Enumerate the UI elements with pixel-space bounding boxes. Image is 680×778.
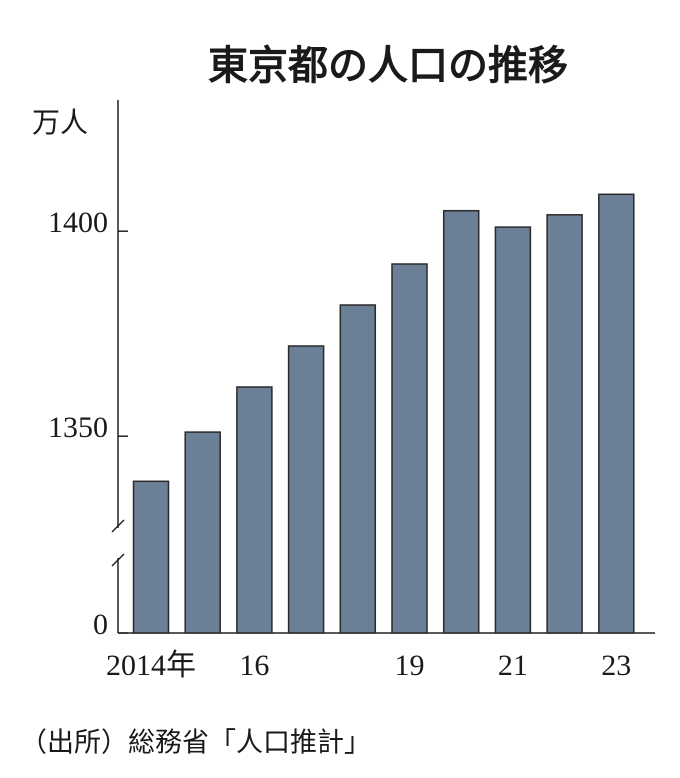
bar xyxy=(494,226,532,634)
bar xyxy=(546,214,583,634)
bar xyxy=(184,431,221,634)
axis-break xyxy=(111,519,125,533)
bar xyxy=(442,209,480,634)
x-tick-label: 21 xyxy=(498,649,528,682)
bar xyxy=(339,304,377,634)
x-tick-label: 19 xyxy=(395,649,425,682)
bar xyxy=(132,480,170,634)
bar xyxy=(236,386,273,634)
y-tick-label: 1400 xyxy=(48,206,108,239)
bar xyxy=(391,263,428,634)
y-tick-label: 1350 xyxy=(48,411,108,444)
source: （出所）総務省「人口推計」 xyxy=(20,728,371,759)
axis-break xyxy=(111,553,125,567)
x-tick-label: 16 xyxy=(239,649,269,682)
chart-title: 東京都の人口の推移 xyxy=(208,43,568,89)
y-tick-label: 0 xyxy=(93,608,108,641)
bar xyxy=(287,345,325,634)
bar xyxy=(598,193,635,634)
x-tick-label: 23 xyxy=(601,649,631,682)
x-tick-label: 2014年 xyxy=(106,649,196,682)
axis-break-gap xyxy=(110,528,126,558)
y-unit: 万人 xyxy=(32,106,88,139)
